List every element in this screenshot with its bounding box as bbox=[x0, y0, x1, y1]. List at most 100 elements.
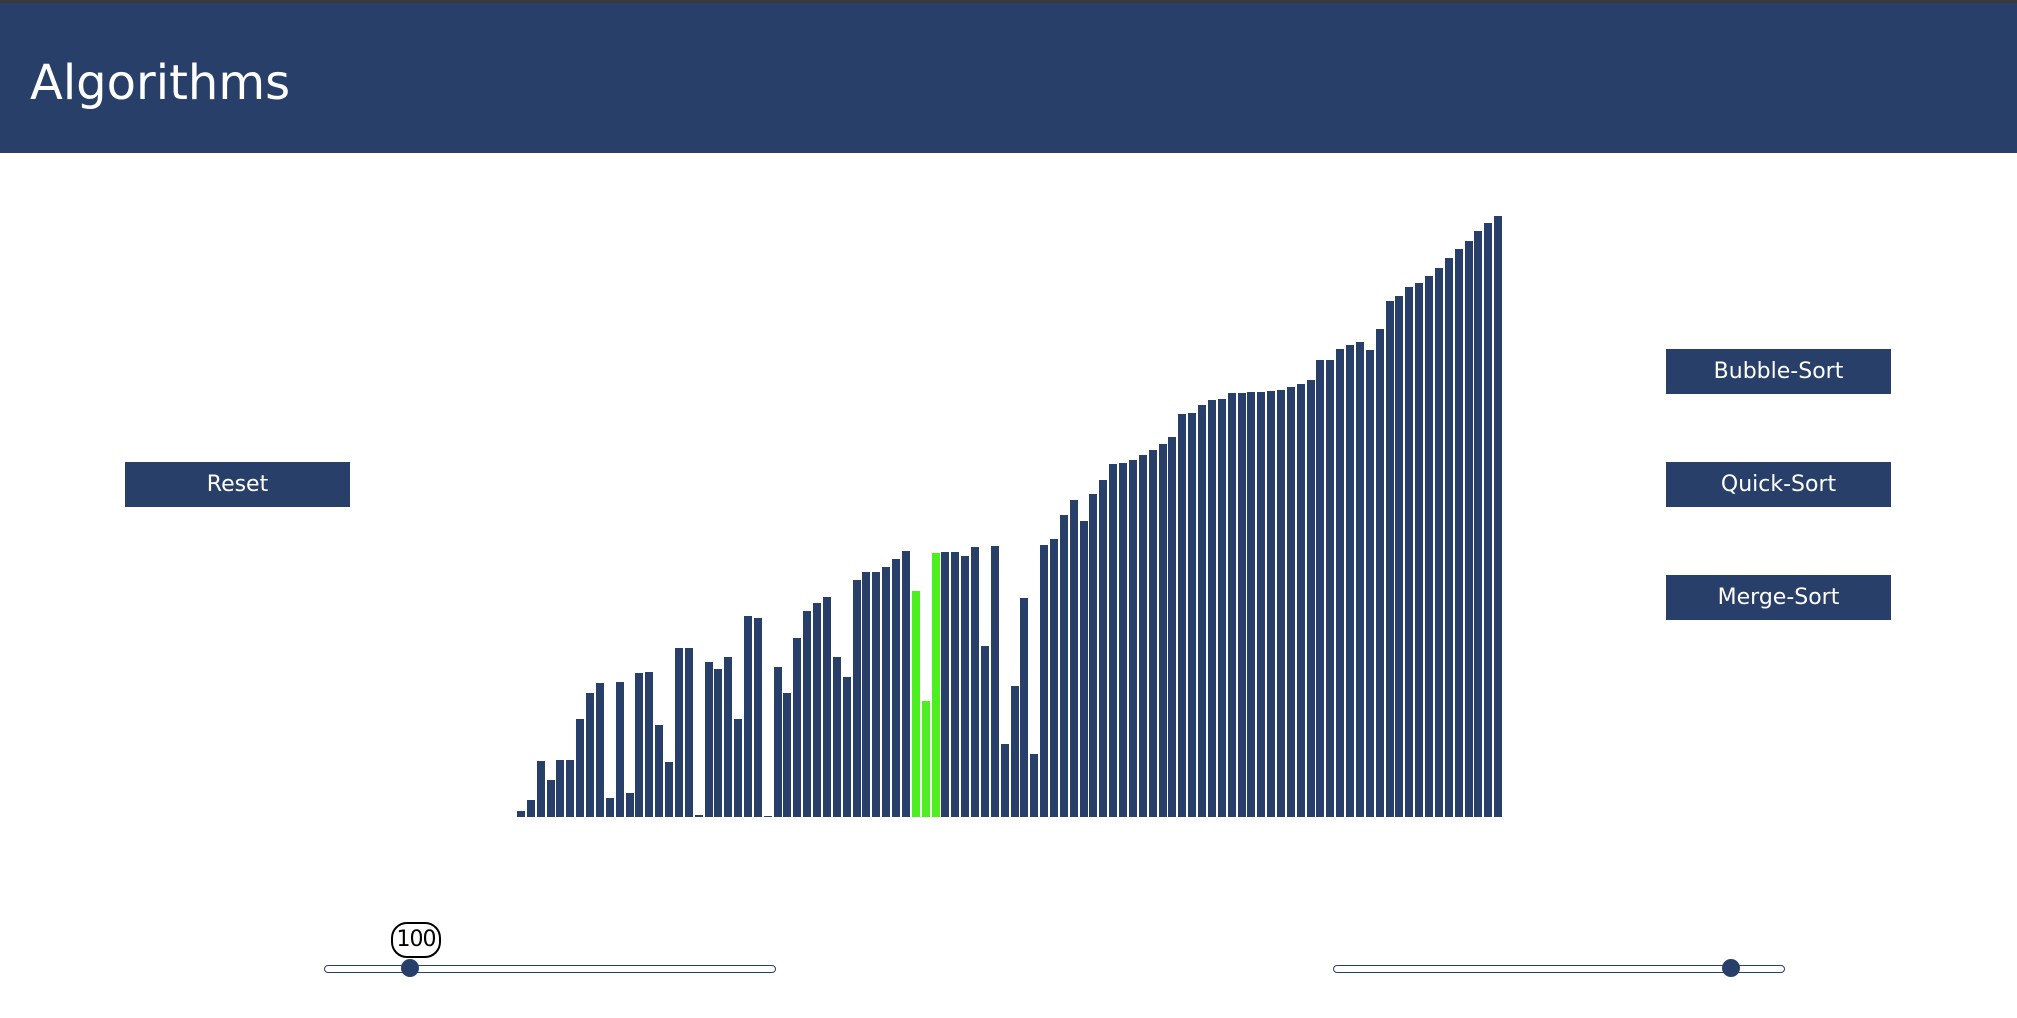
array-bar bbox=[892, 559, 900, 817]
array-bar bbox=[1109, 464, 1117, 817]
array-bar bbox=[754, 618, 762, 817]
array-bar bbox=[941, 552, 949, 817]
array-bar bbox=[991, 546, 999, 817]
array-bar bbox=[1001, 744, 1009, 817]
array-bar bbox=[981, 646, 989, 817]
merge-sort-button[interactable]: Merge-Sort bbox=[1666, 575, 1891, 620]
array-bar bbox=[1415, 283, 1423, 817]
array-bar bbox=[1366, 350, 1374, 817]
array-bar bbox=[1277, 390, 1285, 817]
array-size-slider[interactable] bbox=[324, 957, 776, 981]
array-bar bbox=[813, 603, 821, 817]
array-bar bbox=[1287, 387, 1295, 817]
window-top-border bbox=[0, 0, 2017, 3]
array-bar bbox=[665, 762, 673, 817]
array-bar bbox=[912, 591, 920, 817]
bubble-sort-button[interactable]: Bubble-Sort bbox=[1666, 349, 1891, 394]
array-bar bbox=[1356, 342, 1364, 817]
speed-slider-track[interactable] bbox=[1333, 965, 1785, 973]
array-bar bbox=[823, 597, 831, 817]
array-bar bbox=[1386, 301, 1394, 817]
array-bar bbox=[1395, 296, 1403, 817]
array-bar bbox=[833, 657, 841, 817]
array-bar bbox=[537, 761, 545, 817]
array-bar bbox=[655, 725, 663, 817]
array-bar bbox=[853, 580, 861, 817]
array-bar bbox=[882, 567, 890, 817]
array-bar bbox=[1465, 241, 1473, 817]
array-bar bbox=[596, 683, 604, 817]
array-bar bbox=[1168, 437, 1176, 817]
array-bar bbox=[783, 693, 791, 817]
array-bar bbox=[645, 672, 653, 817]
reset-button[interactable]: Reset bbox=[125, 462, 350, 507]
array-bar bbox=[547, 780, 555, 817]
array-bar bbox=[1228, 393, 1236, 817]
array-bar bbox=[606, 798, 614, 817]
array-size-slider-thumb[interactable] bbox=[401, 959, 419, 977]
speed-slider-thumb[interactable] bbox=[1722, 959, 1740, 977]
app-title: Algorithms bbox=[30, 55, 291, 111]
array-bar bbox=[1297, 384, 1305, 817]
quick-sort-button[interactable]: Quick-Sort bbox=[1666, 462, 1891, 507]
array-bar bbox=[1326, 360, 1334, 817]
array-bar bbox=[951, 552, 959, 817]
array-bar bbox=[1089, 494, 1097, 817]
array-bar bbox=[793, 638, 801, 817]
array-bar bbox=[1020, 598, 1028, 817]
array-bar bbox=[576, 719, 584, 817]
array-bar bbox=[1238, 393, 1246, 817]
array-bar bbox=[932, 553, 940, 817]
array-bar bbox=[586, 693, 594, 817]
array-bar bbox=[1139, 455, 1147, 817]
array-bar bbox=[517, 811, 525, 817]
app-header: Algorithms bbox=[0, 3, 2017, 153]
array-bar bbox=[705, 662, 713, 817]
array-bar bbox=[803, 611, 811, 817]
array-bar bbox=[1099, 480, 1107, 817]
array-bar bbox=[1376, 329, 1384, 817]
array-bar bbox=[971, 547, 979, 817]
array-bar bbox=[1267, 391, 1275, 817]
array-bar bbox=[1040, 545, 1048, 817]
array-bar bbox=[1030, 754, 1038, 817]
array-bar bbox=[1159, 444, 1167, 817]
array-bar bbox=[714, 669, 722, 817]
array-bar bbox=[774, 667, 782, 817]
array-bar bbox=[872, 572, 880, 817]
array-bar bbox=[685, 648, 693, 817]
speed-slider[interactable] bbox=[1333, 957, 1785, 981]
array-bar bbox=[862, 572, 870, 817]
array-size-slider-track[interactable] bbox=[324, 965, 776, 973]
array-bar bbox=[734, 719, 742, 817]
array-bar bbox=[1346, 345, 1354, 817]
array-size-value-label: 100 bbox=[391, 922, 441, 958]
array-bar bbox=[1188, 413, 1196, 817]
array-bar bbox=[616, 682, 624, 817]
array-bar bbox=[1080, 521, 1088, 817]
array-bar bbox=[1119, 463, 1127, 817]
array-bar bbox=[764, 816, 772, 817]
array-bar bbox=[1257, 392, 1265, 817]
array-bar bbox=[922, 701, 930, 817]
array-bar bbox=[1178, 414, 1186, 817]
array-bar bbox=[1198, 405, 1206, 817]
array-bar bbox=[1435, 268, 1443, 817]
array-bar bbox=[1484, 223, 1492, 817]
array-bar bbox=[566, 760, 574, 817]
array-bar bbox=[1405, 287, 1413, 817]
array-bar bbox=[1070, 500, 1078, 817]
array-bar bbox=[1050, 539, 1058, 817]
array-bar bbox=[626, 793, 634, 817]
array-bar bbox=[1316, 360, 1324, 817]
array-bar bbox=[902, 551, 910, 817]
array-bar bbox=[527, 800, 535, 817]
array-bar bbox=[1425, 276, 1433, 817]
array-bar bbox=[1455, 249, 1463, 817]
array-bar bbox=[1474, 231, 1482, 817]
array-bar bbox=[843, 677, 851, 817]
array-bar bbox=[1129, 460, 1137, 817]
array-bar bbox=[1445, 258, 1453, 817]
array-bar bbox=[1011, 686, 1019, 817]
array-bar bbox=[556, 760, 564, 817]
